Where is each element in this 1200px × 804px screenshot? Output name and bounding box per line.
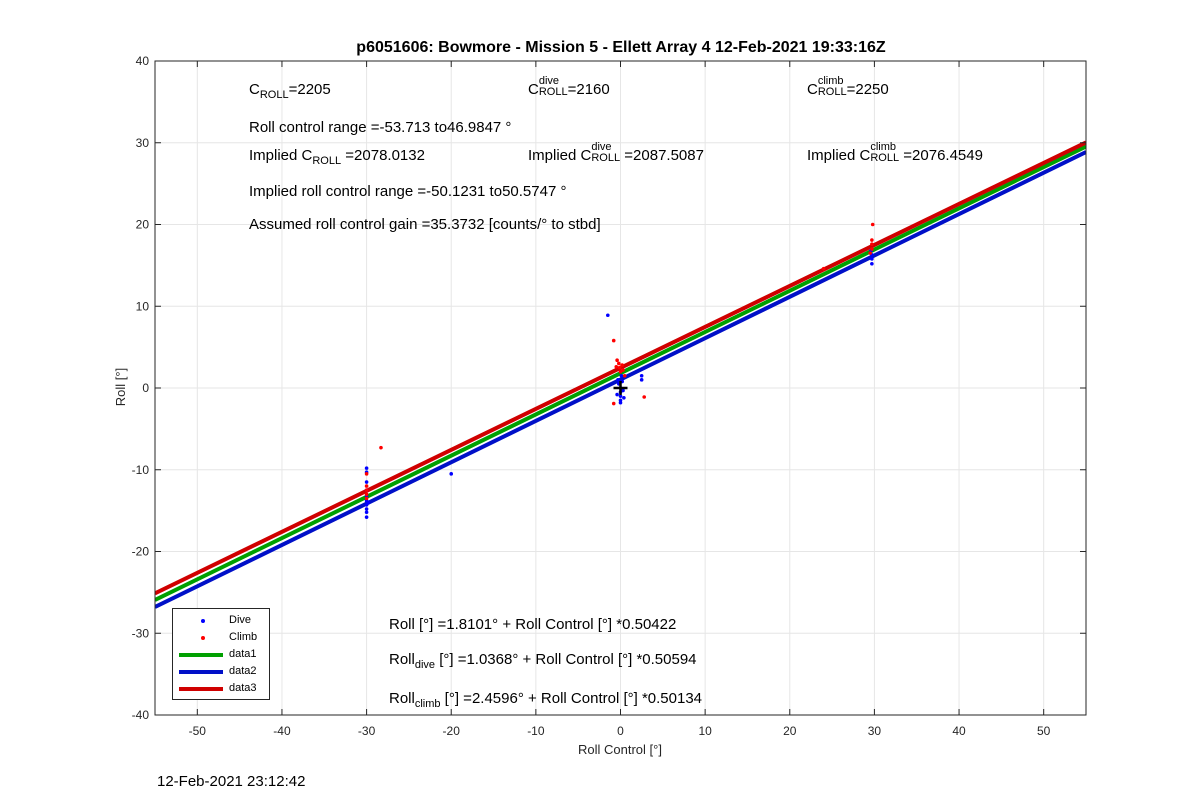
data-point-dive bbox=[618, 400, 623, 405]
data-point-climb bbox=[870, 222, 875, 227]
x-tick-label: 30 bbox=[868, 724, 882, 738]
data-point-climb bbox=[611, 401, 616, 406]
data-point-climb bbox=[364, 472, 369, 476]
tick-marks-and-labels: -50 -40 -30 -20 -10 0 10 20 30 40 50 -40 -30 -20 -10 0 1… bbox=[132, 54, 1086, 738]
legend-item-climb: Climb bbox=[173, 631, 271, 647]
x-tick-label: -30 bbox=[358, 724, 376, 738]
legend-item-data1: data1 bbox=[173, 648, 271, 664]
y-tick-label: 0 bbox=[142, 381, 149, 395]
y-tick-label: 40 bbox=[136, 54, 150, 68]
x-tick-label: -10 bbox=[527, 724, 545, 738]
data-point-dive bbox=[364, 510, 369, 515]
x-tick-label: -40 bbox=[273, 724, 291, 738]
y-tick-label: -10 bbox=[132, 463, 150, 477]
annotation-implied-roll-control-range: Implied roll control range =-50.1231 to5… bbox=[249, 183, 567, 200]
legend-label-data1: data1 bbox=[229, 648, 257, 660]
data-point-dive bbox=[870, 261, 874, 266]
data-point-dive bbox=[449, 472, 454, 476]
data-point-dive bbox=[366, 500, 371, 505]
x-tick-label: 10 bbox=[698, 724, 712, 738]
plot-series bbox=[155, 140, 1086, 609]
y-tick-label: 30 bbox=[136, 136, 150, 150]
data-point-climb bbox=[617, 365, 622, 370]
data-point-dive bbox=[606, 313, 610, 318]
data-point-dive bbox=[619, 373, 624, 378]
data-point-climb bbox=[870, 238, 874, 242]
data-point-dive bbox=[364, 507, 369, 511]
annotation-roll-control-gain: Assumed roll control gain =35.3732 [coun… bbox=[249, 216, 601, 233]
x-tick-label: -50 bbox=[189, 724, 207, 738]
data-point-climb bbox=[622, 373, 627, 378]
legend-marker-dive bbox=[201, 619, 205, 623]
data-point-dive bbox=[639, 378, 644, 382]
x-tick-label: 20 bbox=[783, 724, 797, 738]
data-point-dive bbox=[364, 515, 369, 519]
y-tick-label: -40 bbox=[132, 708, 150, 722]
data-point-dive bbox=[615, 392, 619, 397]
data-point-climb bbox=[870, 247, 874, 251]
x-axis-label: Roll Control [°] bbox=[578, 742, 662, 757]
data-point-dive bbox=[622, 396, 626, 400]
data-point-climb bbox=[642, 395, 646, 399]
legend-item-data2: data2 bbox=[173, 665, 271, 681]
data-point-climb bbox=[364, 484, 369, 488]
fit-line-data2 bbox=[155, 150, 1086, 609]
data-point-climb bbox=[868, 251, 872, 255]
legend-item-dive: Dive bbox=[173, 614, 271, 630]
y-tick-label: 10 bbox=[136, 299, 150, 313]
legend-item-data3: data3 bbox=[173, 682, 271, 698]
legend-label-data3: data3 bbox=[229, 682, 257, 694]
chart-title: p6051606: Bowmore - Mission 5 - Ellett A… bbox=[356, 39, 886, 56]
data-point-dive bbox=[621, 388, 625, 393]
annotation-c-roll: CROLL=2205 bbox=[249, 81, 331, 101]
data-point-dive bbox=[618, 394, 623, 398]
data-point-climb bbox=[379, 445, 383, 450]
legend-label-climb: Climb bbox=[229, 631, 258, 643]
data-point-dive bbox=[364, 466, 369, 470]
annotation-fit-dive: Rolldive [°] =1.0368° + Roll Control [°]… bbox=[389, 651, 697, 671]
data-point-climb bbox=[364, 496, 369, 501]
data-point-climb bbox=[870, 242, 874, 246]
y-tick-label: -30 bbox=[132, 626, 150, 640]
legend-label-data2: data2 bbox=[229, 665, 257, 677]
legend: Dive Climb data1 data2 data3 bbox=[172, 608, 270, 700]
data-point-climb bbox=[620, 363, 624, 367]
annotation-roll-control-range: Roll control range =-53.713 to46.9847 ° bbox=[249, 119, 512, 136]
data-point-dive bbox=[616, 378, 620, 382]
legend-line-data1 bbox=[179, 653, 223, 657]
timestamp-footer: 12-Feb-2021 23:12:42 bbox=[157, 773, 306, 790]
legend-label-dive: Dive bbox=[229, 614, 252, 626]
x-tick-label: 0 bbox=[617, 724, 624, 738]
x-tick-label: -20 bbox=[443, 724, 461, 738]
legend-line-data2 bbox=[179, 670, 223, 674]
annotation-fit-all: Roll [°] =1.8101° + Roll Control [°] *0.… bbox=[389, 616, 677, 633]
x-tick-label: 50 bbox=[1037, 724, 1051, 738]
x-tick-label: 40 bbox=[952, 724, 966, 738]
y-tick-label: 20 bbox=[136, 218, 150, 232]
data-point-climb bbox=[617, 361, 621, 366]
data-point-dive bbox=[870, 257, 874, 261]
data-point-climb bbox=[611, 338, 616, 343]
data-point-climb bbox=[364, 492, 369, 497]
y-axis-label: Roll [°] bbox=[113, 368, 128, 406]
annotation-implied-c-roll: Implied CROLL =2078.0132 bbox=[249, 147, 425, 167]
legend-line-data3 bbox=[179, 687, 223, 691]
data-point-dive bbox=[639, 373, 644, 378]
data-point-climb bbox=[821, 266, 826, 271]
data-point-dive bbox=[364, 480, 369, 484]
legend-marker-climb bbox=[201, 636, 205, 640]
data-point-climb bbox=[614, 364, 619, 369]
data-point-climb bbox=[364, 488, 369, 492]
data-point-climb bbox=[615, 358, 619, 363]
data-point-climb bbox=[621, 368, 625, 372]
y-tick-label: -20 bbox=[132, 545, 150, 559]
annotation-fit-climb: Rollclimb [°] =2.4596° + Roll Control [°… bbox=[389, 690, 703, 710]
